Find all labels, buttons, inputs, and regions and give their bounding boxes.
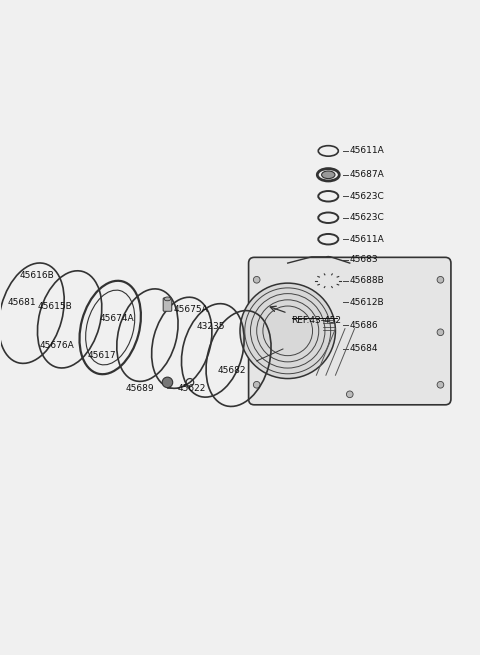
Text: 45623C: 45623C <box>350 214 384 222</box>
Text: 45616B: 45616B <box>20 271 55 280</box>
FancyBboxPatch shape <box>163 298 172 311</box>
Text: 45686: 45686 <box>350 320 378 329</box>
FancyBboxPatch shape <box>325 344 332 358</box>
Text: 45681: 45681 <box>7 298 36 307</box>
FancyBboxPatch shape <box>322 316 335 334</box>
Circle shape <box>437 381 444 388</box>
Text: 45617: 45617 <box>87 351 116 360</box>
Text: 45623C: 45623C <box>350 192 384 201</box>
Circle shape <box>162 377 173 388</box>
Text: 45615B: 45615B <box>37 302 72 310</box>
Text: 45689: 45689 <box>125 384 154 393</box>
Text: 43235: 43235 <box>196 322 225 331</box>
Text: 45611A: 45611A <box>350 147 384 155</box>
Text: 45675A: 45675A <box>173 305 208 314</box>
Text: 45674A: 45674A <box>99 314 134 323</box>
Text: 45611A: 45611A <box>350 234 384 244</box>
Text: 45676A: 45676A <box>39 341 74 350</box>
Circle shape <box>240 283 336 379</box>
Circle shape <box>325 256 332 263</box>
Ellipse shape <box>164 297 171 301</box>
Text: 45688B: 45688B <box>350 276 384 285</box>
Text: REF.43-452: REF.43-452 <box>291 316 342 325</box>
Text: 45622: 45622 <box>178 384 206 393</box>
Circle shape <box>253 276 260 283</box>
Text: 45682: 45682 <box>217 365 246 375</box>
Text: 45684: 45684 <box>350 345 378 354</box>
Circle shape <box>437 276 444 283</box>
Ellipse shape <box>322 171 335 179</box>
Text: 45683: 45683 <box>350 255 378 264</box>
Text: 45612B: 45612B <box>350 298 384 307</box>
FancyBboxPatch shape <box>249 257 451 405</box>
Circle shape <box>347 391 353 398</box>
Circle shape <box>437 329 444 335</box>
Text: 45687A: 45687A <box>350 170 384 179</box>
Circle shape <box>253 381 260 388</box>
